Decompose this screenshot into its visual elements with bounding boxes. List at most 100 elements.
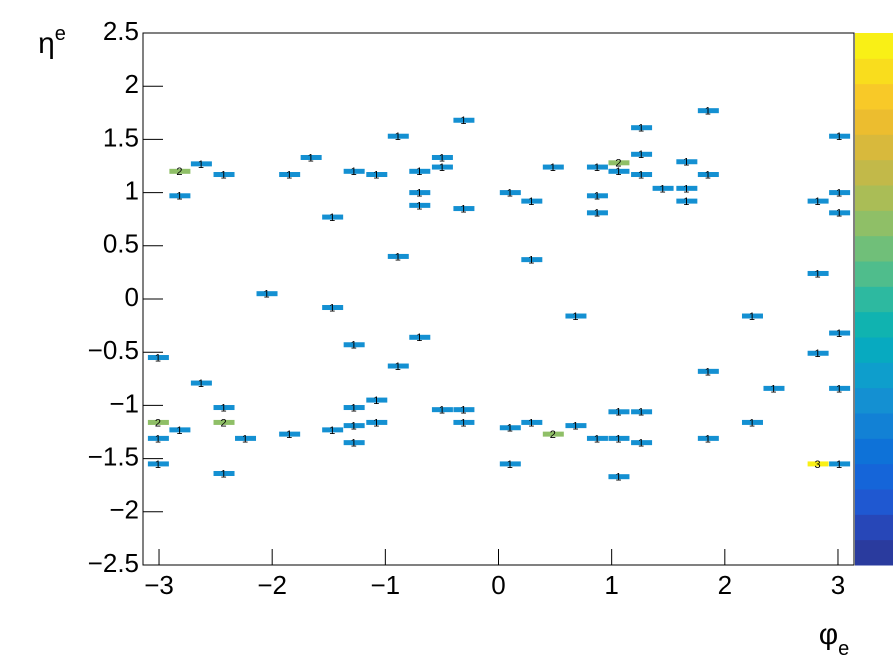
cell	[676, 185, 698, 191]
cell	[521, 257, 543, 263]
cell	[807, 270, 829, 276]
cell-count: 1	[836, 383, 842, 395]
cell-count: 2	[550, 429, 556, 441]
cell-count: 1	[683, 196, 689, 208]
cell-count: 1	[155, 459, 161, 471]
cell-count: 1	[176, 425, 182, 437]
cell	[343, 342, 365, 348]
cell-count: 1	[615, 407, 621, 419]
color-bar-band	[855, 362, 893, 389]
cell	[409, 334, 431, 340]
cell-count: 1	[351, 438, 357, 450]
cell	[586, 193, 608, 199]
cell-count: 1	[220, 169, 226, 181]
cell-count: 1	[507, 188, 513, 200]
cell	[652, 185, 674, 191]
cell-count: 1	[770, 383, 776, 395]
cell-count: 1	[395, 251, 401, 263]
cell-count: 1	[638, 438, 644, 450]
cell	[608, 435, 630, 441]
color-bar-band	[855, 210, 893, 237]
color-bar-band	[855, 134, 893, 161]
cell	[697, 435, 719, 441]
cell-count: 1	[439, 162, 445, 174]
color-bar-band	[855, 463, 893, 490]
color-bar-band	[855, 438, 893, 465]
y-tick-label: 0	[125, 282, 139, 312]
y-tick-label: −1	[109, 388, 139, 418]
cell	[631, 125, 653, 131]
cell	[431, 407, 453, 413]
cell-count: 1	[155, 352, 161, 364]
cell	[256, 291, 278, 297]
cell-count: 1	[528, 255, 534, 267]
x-tick-label: −3	[144, 570, 174, 600]
cell	[300, 154, 322, 160]
cell	[147, 419, 169, 425]
cell-count: 1	[615, 166, 621, 178]
cell-count: 1	[749, 417, 755, 429]
cell	[586, 435, 608, 441]
cell-count: 1	[705, 106, 711, 118]
cell	[322, 305, 344, 311]
cell-count: 1	[836, 459, 842, 471]
cell	[366, 172, 388, 178]
cell-count: 1	[550, 162, 556, 174]
cell-count: 1	[836, 328, 842, 340]
cell-count: 1	[395, 361, 401, 373]
color-bar-band	[855, 337, 893, 363]
y-axis-subscript: e	[55, 23, 66, 45]
cell	[608, 160, 630, 166]
cell	[542, 431, 564, 437]
cell-count: 1	[460, 203, 466, 215]
cell-count: 1	[836, 188, 842, 200]
y-axis-title: ηe	[38, 23, 66, 60]
cell	[213, 172, 235, 178]
cell-count: 1	[176, 191, 182, 203]
cell-count: 1	[836, 131, 842, 143]
cell	[608, 168, 630, 174]
cell	[829, 385, 851, 391]
cell-count: 1	[220, 468, 226, 480]
cell-count: 1	[460, 115, 466, 127]
cell-count: 1	[416, 188, 422, 200]
cell	[190, 380, 212, 386]
cell-count: 1	[286, 169, 292, 181]
cell-count: 1	[572, 421, 578, 433]
cell	[631, 409, 653, 415]
cell	[169, 193, 191, 199]
cell-count: 1	[198, 159, 204, 171]
cell-count: 1	[594, 162, 600, 174]
cell	[608, 474, 630, 480]
cell-count: 1	[242, 433, 248, 445]
cell	[387, 133, 409, 139]
cell	[676, 198, 698, 204]
color-bar-band	[855, 261, 893, 287]
cell	[586, 210, 608, 216]
cell-count: 1	[638, 149, 644, 161]
cell-count: 1	[198, 378, 204, 390]
cell	[235, 435, 257, 441]
cell	[453, 206, 475, 212]
cell-count: 1	[507, 459, 513, 471]
cell	[409, 190, 431, 196]
cell-count: 1	[439, 405, 445, 417]
y-tick-label: 0.5	[103, 229, 139, 259]
cell	[453, 117, 475, 123]
cell-count: 1	[615, 472, 621, 484]
color-bar-band	[855, 539, 893, 566]
cell	[213, 419, 235, 425]
cell	[190, 161, 212, 167]
color-bar-band	[855, 109, 893, 135]
y-tick-label: −2	[109, 495, 139, 525]
cell-count: 1	[705, 366, 711, 378]
cell	[807, 461, 829, 467]
cell	[676, 159, 698, 165]
cell-count: 1	[416, 200, 422, 212]
cell	[343, 405, 365, 411]
cell-count: 1	[416, 166, 422, 178]
cell-count: 1	[638, 169, 644, 181]
x-tick-label: −1	[371, 570, 401, 600]
cell-count: 1	[439, 152, 445, 164]
